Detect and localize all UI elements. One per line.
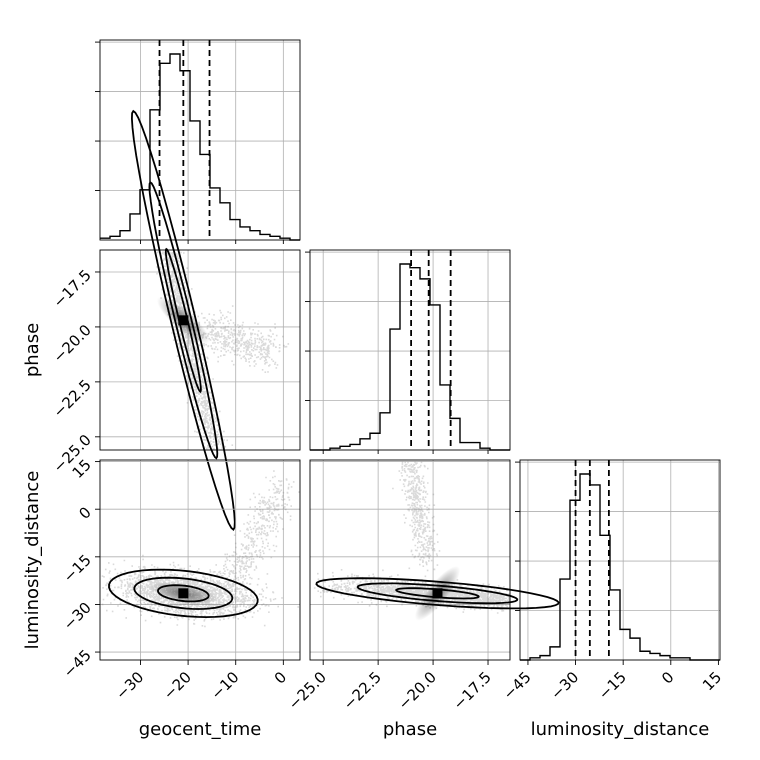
- hist-panel-luminosity_distance: [515, 459, 721, 661]
- panel-frame: [99, 249, 301, 451]
- contour-2: [148, 181, 219, 460]
- x-tick-label-phase: −20.0: [395, 668, 440, 713]
- x-tick-label-phase: −25.0: [285, 668, 330, 713]
- panel-luminosity_distance-vs-geocent_time: [99, 459, 301, 661]
- ylabel-phase: phase: [22, 323, 43, 377]
- hist-frame: [99, 39, 301, 241]
- x-tick-label-phase: −22.5: [340, 668, 385, 713]
- x-tick-label-luminosity_distance: 0: [658, 668, 677, 687]
- panel-luminosity_distance-vs-phase: [309, 459, 560, 661]
- y-tick-label-luminosity_distance: −45: [60, 646, 95, 681]
- panel-phase-vs-geocent_time: [99, 109, 301, 531]
- y-tick-label-luminosity_distance: −30: [60, 599, 95, 634]
- xlabel-geocent-time: geocent_time: [139, 719, 262, 740]
- x-tick-label-luminosity_distance: 15: [699, 668, 725, 694]
- histogram-phase: [310, 263, 510, 451]
- panel-frame: [309, 459, 511, 661]
- contour-3: [395, 587, 480, 600]
- scatter-points: [313, 461, 511, 614]
- contour-1: [315, 577, 560, 610]
- y-tick-label-phase: −17.5: [50, 266, 95, 311]
- peak-marker: [178, 315, 189, 326]
- y-tick-label-luminosity_distance: −15: [60, 551, 95, 586]
- panel-frame: [99, 459, 301, 661]
- ylabel-luminosity-distance: luminosity_distance: [22, 471, 43, 650]
- x-tick-label-phase: −17.5: [450, 668, 495, 713]
- contour-2: [133, 576, 234, 610]
- hist-panel-geocent_time: [95, 39, 301, 241]
- peak-marker: [178, 588, 189, 599]
- y-tick-label-phase: −22.5: [50, 376, 95, 421]
- x-tick-label-geocent_time: −20: [160, 668, 195, 703]
- scatter-points: [156, 251, 290, 450]
- x-tick-label-geocent_time: −30: [112, 668, 147, 703]
- xlabel-luminosity-distance: luminosity_distance: [531, 719, 710, 740]
- hist-panel-phase: [305, 249, 511, 451]
- y-tick-label-phase: −20.0: [50, 321, 95, 366]
- x-tick-label-luminosity_distance: −45: [500, 668, 535, 703]
- x-tick-label-luminosity_distance: −30: [547, 668, 582, 703]
- x-tick-label-luminosity_distance: −15: [595, 668, 630, 703]
- y-tick-label-luminosity_distance: 0: [75, 503, 94, 522]
- hist-frame: [519, 459, 721, 661]
- contour-3: [157, 584, 210, 603]
- contour-2: [356, 582, 519, 605]
- histogram-geocent_time: [100, 53, 300, 241]
- contour-1: [108, 568, 259, 619]
- x-tick-label-geocent_time: −10: [207, 668, 242, 703]
- peak-marker: [432, 588, 443, 599]
- x-tick-label-geocent_time: 0: [271, 668, 290, 687]
- histogram-luminosity_distance: [520, 473, 720, 661]
- xlabel-phase: phase: [383, 719, 437, 740]
- hist-frame: [309, 249, 511, 451]
- contour-1: [130, 109, 236, 531]
